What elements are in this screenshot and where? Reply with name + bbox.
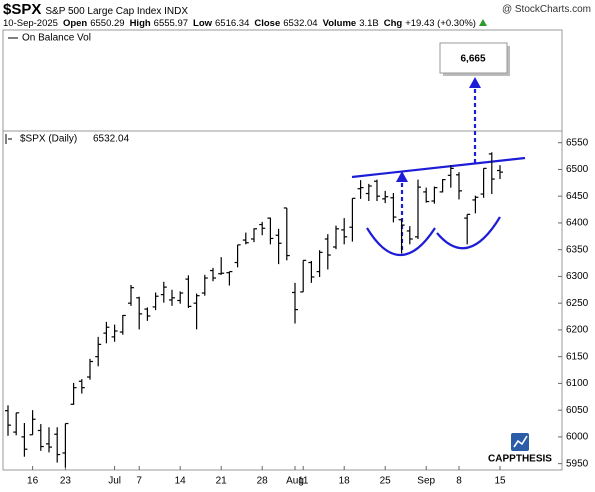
cup-curve [366, 227, 436, 256]
stat-value: 6516.34 [215, 18, 250, 29]
neckline [351, 156, 526, 179]
y-tick-label: 6200 [566, 325, 589, 336]
x-tick-label: Sep [417, 476, 435, 487]
x-tick-label: 23 [60, 476, 72, 487]
stat-label: High [129, 18, 151, 29]
legend-value: 6532.04 [93, 134, 130, 145]
x-tick-label: Aug [286, 476, 304, 487]
y-tick-label: 6450 [566, 191, 589, 202]
x-tick-label: 7 [136, 476, 142, 487]
annotations [351, 77, 526, 256]
x-tick-label: 16 [27, 476, 39, 487]
logo-mark [513, 435, 528, 448]
stat-value: +19.43 (+0.30%) [405, 18, 476, 29]
date: 10-Sep-2025 [3, 18, 58, 29]
x-tick-label: 28 [257, 476, 269, 487]
source: @ StockCharts.com [501, 4, 591, 15]
y-tick-label: 5950 [566, 458, 589, 469]
header: $SPX S&P 500 Large Cap Index INDX [3, 1, 188, 18]
x-tick-label: 14 [175, 476, 187, 487]
y-tick-label: 6500 [566, 164, 589, 175]
symbol: $SPX [3, 1, 42, 18]
x-tick-label: 15 [494, 476, 506, 487]
stat-value: 6532.04 [283, 18, 318, 29]
x-tick-label: 8 [456, 476, 462, 487]
x-tick-label: 21 [216, 476, 228, 487]
y-tick-label: 6550 [566, 137, 589, 148]
y-tick-label: 6150 [566, 351, 589, 362]
annotation-box [439, 42, 508, 74]
stat-value: 6555.97 [153, 18, 189, 29]
stat-label: Chg [383, 18, 403, 29]
stat-value: 6550.29 [90, 18, 125, 29]
y-tick-label: 6350 [566, 244, 589, 255]
indicator-legend: On Balance Vol [22, 33, 91, 44]
index-name: S&P 500 Large Cap Index INDX [45, 6, 189, 17]
stat-label: Open [62, 18, 88, 29]
arrow-head [396, 171, 408, 182]
legend-name: $SPX (Daily) [20, 134, 77, 145]
x-tick-label: 18 [339, 476, 351, 487]
annotation-label: 6,665 [460, 54, 485, 65]
stat-label: Volume [322, 18, 357, 29]
x-tick-label: 11 [298, 476, 309, 487]
price-panel [2, 130, 563, 471]
y-tick-label: 6250 [566, 298, 589, 309]
y-tick-label: 6400 [566, 218, 589, 229]
watermark-icon [511, 433, 529, 451]
y-tick-label: 6100 [566, 378, 589, 389]
watermark: CAPPTHESIS [488, 454, 552, 465]
y-tick-label: 6050 [566, 405, 589, 416]
x-tick-label: 25 [380, 476, 392, 487]
change-arrow [478, 19, 487, 26]
stats-line: 10-Sep-2025 Open 6550.29 High 6555.97 Low 6516… [3, 18, 487, 29]
arrow-head [469, 77, 481, 88]
stat-label: Close [254, 18, 281, 29]
stat-value: 3.1B [359, 18, 379, 29]
y-tick-label: 6300 [566, 271, 589, 282]
cup-curve [436, 216, 501, 250]
y-tick-label: 6000 [566, 432, 589, 443]
stat-label: Low [193, 18, 213, 29]
x-tick-label: Jul [108, 476, 121, 487]
